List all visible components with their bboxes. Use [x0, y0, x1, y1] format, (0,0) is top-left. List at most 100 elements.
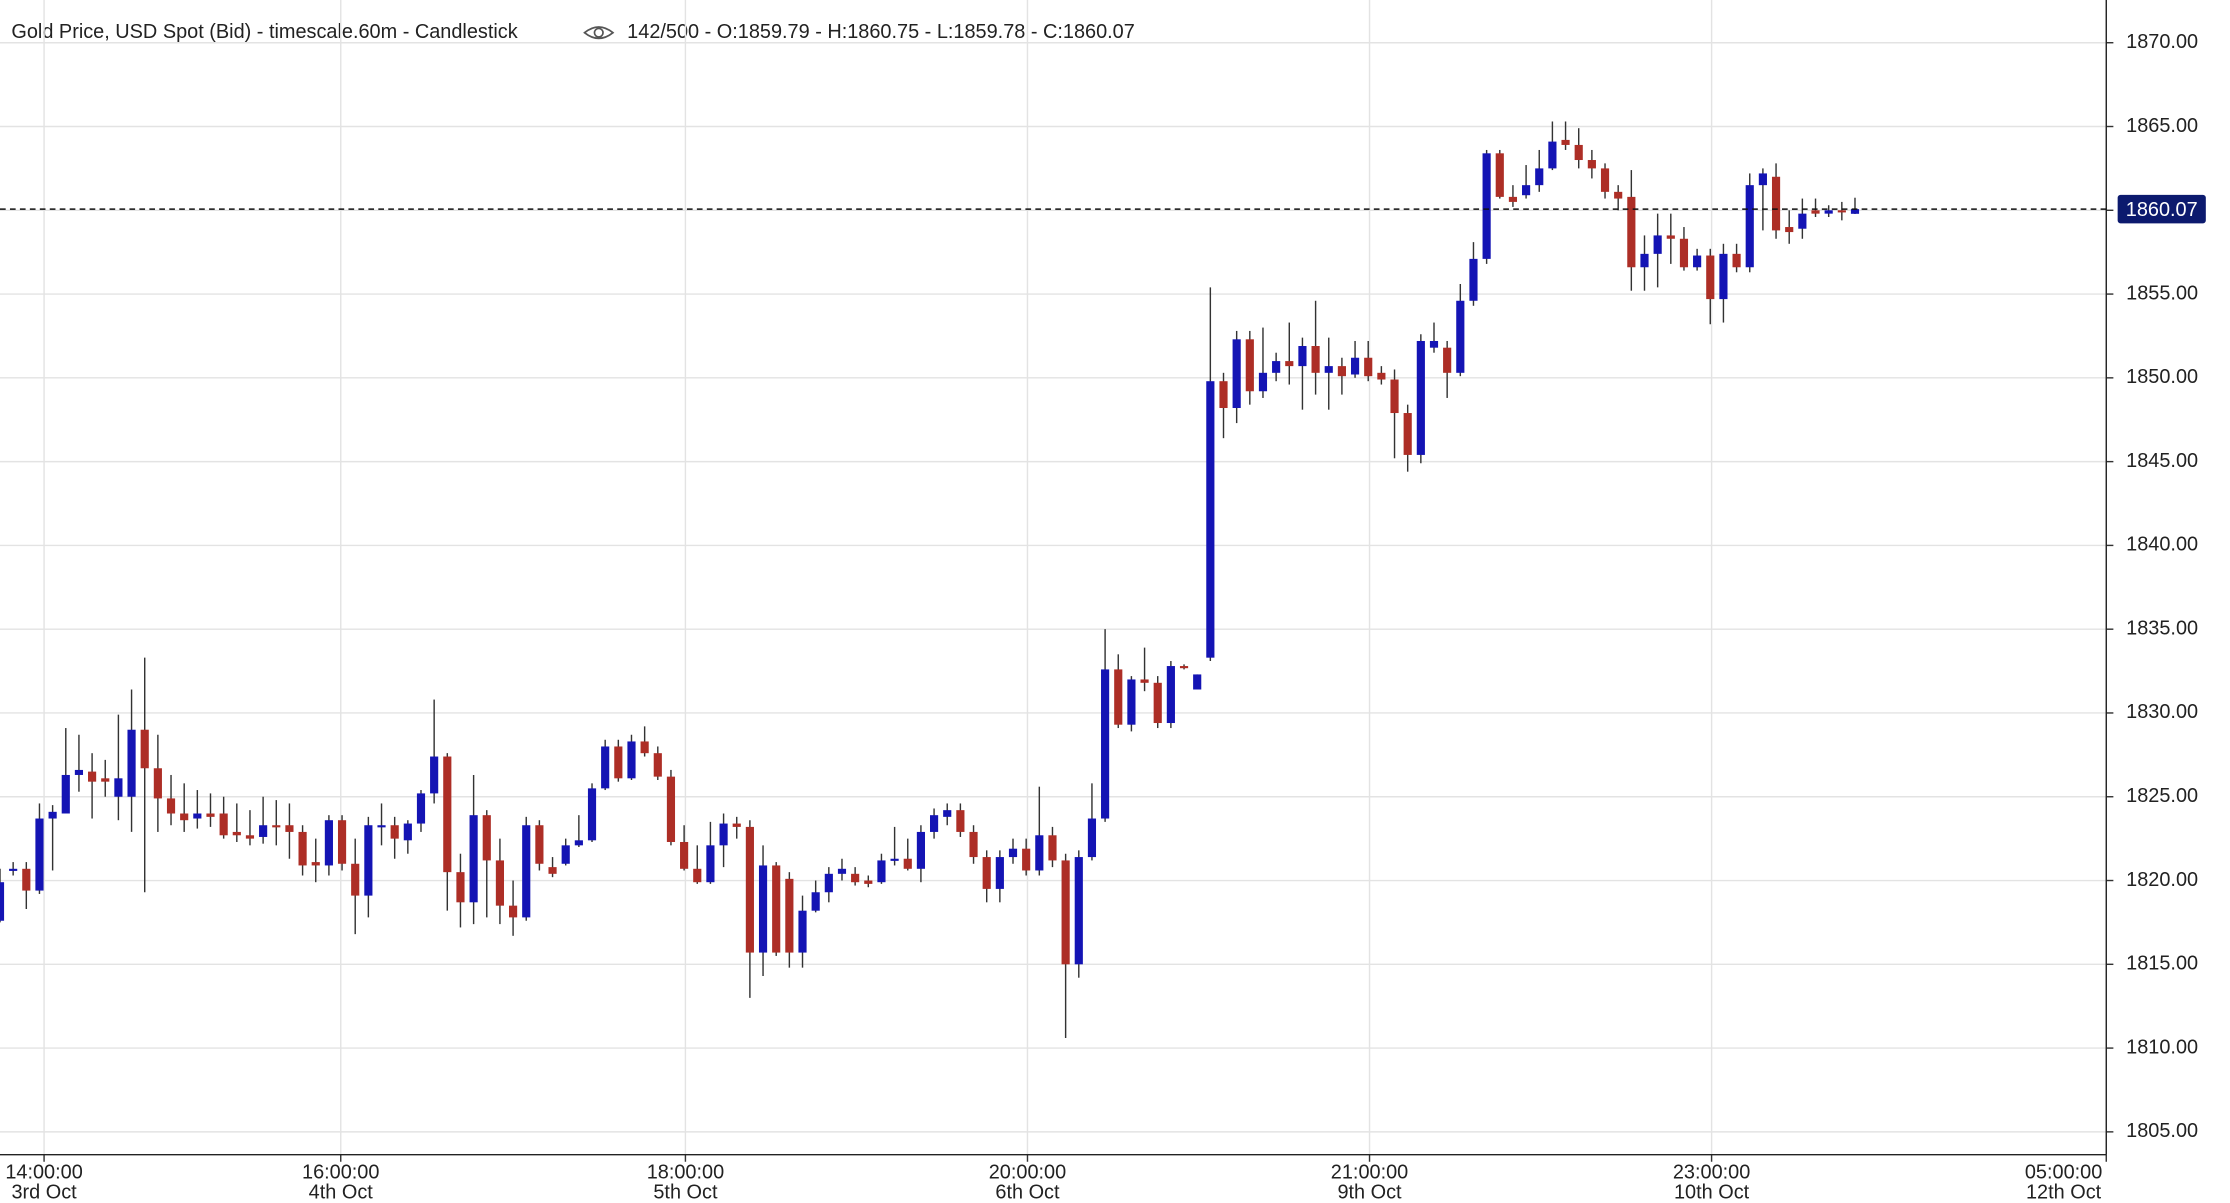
candle-body [166, 798, 176, 814]
candle-body [1574, 144, 1583, 161]
x-tick-date: 3rd Oct [11, 1181, 77, 1203]
candle-body [1074, 857, 1083, 965]
candle-body [1179, 666, 1189, 669]
candle-body [1732, 253, 1741, 268]
candle-body [758, 865, 768, 953]
candle-body [916, 831, 925, 869]
candle-body [22, 868, 31, 891]
y-tick-label: 1855.00 [2126, 282, 2198, 304]
candle-body [206, 813, 215, 817]
candle-body [1600, 168, 1610, 192]
candle-body [351, 863, 360, 896]
x-tick-date: 6th Oct [995, 1181, 1060, 1203]
candle-body [969, 831, 978, 858]
candle-body [1061, 860, 1070, 965]
candle-body [245, 835, 255, 839]
candle-body [1140, 679, 1149, 683]
candle-body [101, 778, 110, 782]
candle-body [1324, 366, 1333, 373]
candle-body [1245, 339, 1254, 392]
candle-body [995, 857, 1004, 889]
candle-body [9, 868, 18, 871]
candle-body [877, 860, 886, 883]
candle-body [1390, 379, 1399, 414]
y-tick-label: 1805.00 [2126, 1120, 2198, 1142]
candle-body [416, 793, 426, 824]
candle-body [1350, 357, 1360, 375]
candle-body [1758, 173, 1767, 186]
y-tick-label: 1830.00 [2126, 701, 2198, 723]
y-tick-label: 1810.00 [2126, 1036, 2198, 1058]
y-tick-label: 1845.00 [2126, 450, 2198, 472]
candle-body [1785, 227, 1794, 233]
candle-body [35, 818, 44, 891]
candle-body [719, 823, 728, 846]
y-tick-label: 1850.00 [2126, 366, 2198, 388]
candle-body [1548, 141, 1557, 169]
candle-body [509, 905, 518, 918]
visibility-icon[interactable] [583, 26, 615, 40]
x-tick-label: 21:00:00 [1331, 1161, 1408, 1183]
candle-body [1258, 372, 1268, 392]
candle-body [1219, 381, 1228, 409]
candle-body [1035, 835, 1044, 871]
candle-body [1666, 235, 1675, 239]
x-tick-label: 23:00:00 [1673, 1161, 1750, 1183]
x-tick-label: 14:00:00 [5, 1161, 82, 1183]
candle-body [1206, 381, 1215, 658]
candle-body [982, 857, 991, 889]
candle-body [74, 769, 84, 775]
candle-body [298, 831, 307, 866]
candle-body [1153, 682, 1162, 724]
x-tick-date: 9th Oct [1337, 1181, 1402, 1203]
candle-body [706, 845, 715, 883]
candle-body [127, 729, 136, 797]
candle-body [1193, 674, 1202, 690]
candle-body [180, 813, 189, 821]
candle-body [1285, 361, 1294, 367]
candle-body [614, 746, 623, 779]
candle-body [390, 825, 399, 839]
candle-body [0, 882, 5, 921]
candle-body [140, 729, 149, 769]
candle-body [1272, 361, 1281, 373]
candle-body [1311, 346, 1320, 373]
candle-body [864, 880, 873, 884]
candle-body [693, 868, 702, 883]
y-tick-label: 1825.00 [2126, 785, 2198, 807]
candle-body [1101, 669, 1110, 819]
candle-body [1745, 185, 1754, 268]
y-tick-label: 1820.00 [2126, 869, 2198, 891]
candle-body [1022, 848, 1031, 871]
plot-area [0, 121, 1860, 1039]
candle-body [1127, 679, 1136, 725]
candle-body [1850, 209, 1860, 214]
candle-body [890, 858, 899, 861]
candle-body [1048, 835, 1057, 861]
candle-body [745, 826, 754, 953]
candle-body [666, 776, 676, 842]
candle-body [1087, 818, 1097, 858]
y-tick-label: 1815.00 [2126, 953, 2198, 975]
x-tick-date: 5th Oct [653, 1181, 718, 1203]
candle-body [469, 815, 478, 903]
candle-body [653, 753, 662, 777]
candle-body [456, 872, 465, 903]
x-tick-date: 10th Oct [1674, 1181, 1750, 1203]
y-tick-label: 1835.00 [2126, 617, 2198, 639]
candle-body [193, 813, 202, 819]
candle-body [535, 825, 544, 864]
candle-body [1364, 357, 1373, 377]
candle-body [837, 868, 847, 874]
x-tick-label: 16:00:00 [302, 1161, 379, 1183]
candle-body [903, 858, 912, 869]
candle-body [1443, 347, 1452, 373]
candle-body [1693, 255, 1702, 268]
candle-body [1232, 339, 1241, 409]
candle-body [1403, 413, 1412, 455]
candle-body [1337, 366, 1346, 377]
candle-body [1719, 253, 1728, 300]
candle-body [285, 825, 294, 832]
candle-body [574, 840, 583, 846]
